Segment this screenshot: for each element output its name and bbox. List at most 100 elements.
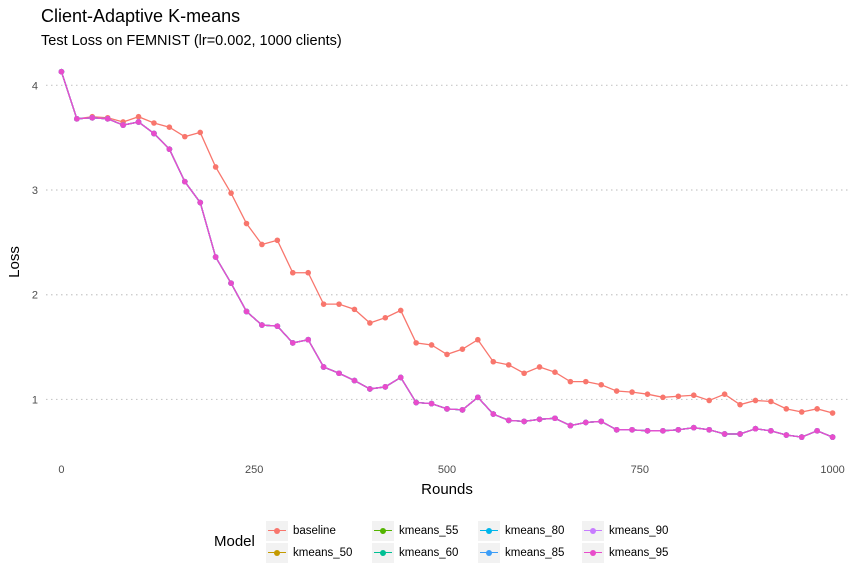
data-point [505,362,512,368]
data-point [228,280,234,286]
legend-key [582,543,604,563]
data-point [336,301,342,307]
data-point [305,269,311,276]
data-point [397,307,404,314]
data-point [212,254,219,260]
data-point [521,418,527,425]
data-point [505,417,512,424]
data-point [166,146,173,152]
data-point [305,336,311,343]
data-point [428,342,435,348]
legend-item-kmeans_90: kmeans_90 [582,521,668,541]
data-point [829,434,836,440]
legend-key [266,521,288,541]
x-tick-label: 750 [631,464,649,476]
data-point [428,400,435,407]
data-point [197,129,204,136]
series-kmeans_90 [58,68,836,440]
data-point [459,407,466,413]
data-point [783,406,790,412]
series-layer [58,68,836,440]
data-point [690,424,697,431]
data-point [444,406,450,412]
legend-key [582,521,604,541]
legend-item-kmeans_95: kmeans_95 [582,543,668,563]
data-point [274,323,281,329]
data-point [629,389,635,395]
data-point [737,431,743,437]
data-point [814,406,820,412]
data-point [475,394,481,401]
data-point [212,164,219,170]
data-point [104,116,111,122]
data-point [151,120,157,126]
series-kmeans_50 [58,68,836,440]
data-point [397,374,404,381]
data-point [613,426,620,433]
x-tick-label: 0 [58,464,64,476]
data-point [228,190,234,196]
legend-item-kmeans_55: kmeans_55 [372,521,458,541]
legend-key [266,543,288,563]
legend-item-kmeans_50: kmeans_50 [266,543,352,563]
data-point [135,119,142,125]
data-point [644,391,651,397]
legend-label: kmeans_80 [505,525,565,537]
series-kmeans_60 [58,68,836,440]
data-point [536,364,543,370]
data-point [660,428,666,434]
series-kmeans_85 [58,68,836,440]
data-point [768,428,774,434]
legend-item-baseline: baseline [266,521,336,541]
y-tick-label: 4 [32,80,38,92]
data-point [197,199,204,206]
data-point [89,114,96,121]
data-point [243,308,250,315]
series-line [60,71,833,438]
legend-label: kmeans_50 [293,547,353,559]
data-point [243,220,250,227]
data-point [629,426,635,433]
x-axis-title: Rounds [421,481,473,498]
data-point [259,322,265,328]
axis-ticks: 1 2 3 4 0 250 500 750 1000 [32,80,845,476]
data-point [567,378,574,385]
data-point [289,269,296,276]
data-point [120,122,126,128]
legend-item-kmeans_85: kmeans_85 [478,543,564,563]
series-line [60,71,833,438]
series-kmeans_80 [58,68,836,440]
data-point [752,425,759,432]
data-point [182,133,188,140]
data-point [320,301,327,307]
data-point [367,320,373,326]
data-point [706,397,712,404]
data-point [721,391,728,397]
y-tick-label: 2 [32,290,38,302]
series-line [60,71,833,438]
data-point [675,393,682,400]
series-line [60,71,833,438]
data-point [444,351,450,358]
data-point [151,130,157,137]
data-point [166,124,173,130]
data-point [552,415,558,422]
data-point [644,428,651,434]
legend-label: kmeans_60 [399,547,459,559]
legend-label: kmeans_85 [505,547,565,559]
data-point [598,381,605,388]
series-line [60,71,833,438]
line-chart: 1 2 3 4 0 250 500 750 1000 Rounds Loss [6,68,848,498]
x-tick-label: 1000 [820,464,844,476]
legend-key [478,543,500,563]
data-point [351,377,358,384]
legend-key [372,543,394,563]
data-point [583,419,589,426]
data-point [752,397,759,404]
data-point [74,116,80,122]
series-line [60,71,833,438]
data-point [259,241,265,248]
legend-item-kmeans_60: kmeans_60 [372,543,458,563]
data-point [536,416,543,423]
chart-title: Client-Adaptive K-means [41,6,241,26]
